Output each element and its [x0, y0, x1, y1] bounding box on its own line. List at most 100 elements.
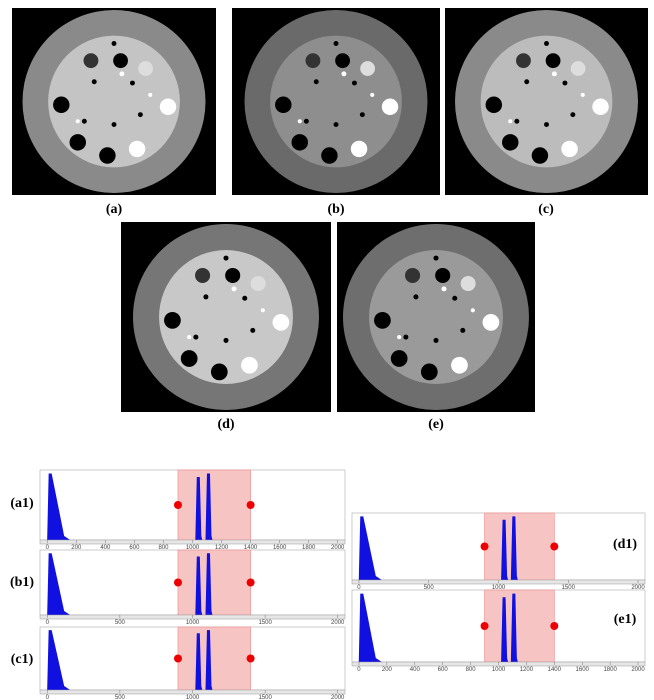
image-label: (b) — [327, 202, 344, 217]
x-tick-label: 0 — [357, 667, 361, 673]
insert — [544, 41, 549, 46]
insert — [413, 294, 418, 299]
insert — [113, 53, 128, 68]
insert — [70, 134, 86, 150]
insert — [486, 97, 502, 113]
insert — [273, 314, 290, 331]
x-tick-label: 0 — [46, 695, 50, 700]
insert — [112, 122, 117, 127]
window-handle — [481, 622, 489, 630]
insert — [461, 276, 476, 291]
insert — [351, 141, 367, 157]
window-handle — [481, 543, 489, 551]
insert — [232, 286, 237, 291]
x-tick-label: 200 — [382, 667, 393, 673]
insert — [374, 312, 391, 329]
histogram-label: (c1) — [11, 652, 34, 667]
insert — [391, 350, 408, 367]
insert — [433, 256, 438, 261]
insert — [275, 97, 291, 113]
x-tick-label: 600 — [438, 667, 449, 673]
x-tick-label: 1500 — [258, 620, 272, 626]
page: {"figure": { "images": [ {"label": "(a)"… — [0, 0, 654, 700]
insert — [138, 112, 143, 117]
histogram-label: (e1) — [614, 612, 637, 627]
insert — [193, 335, 198, 340]
window-handle — [174, 579, 182, 587]
insert — [581, 93, 585, 97]
image-label: (c) — [538, 202, 554, 217]
insert — [471, 308, 475, 312]
x-tick-label: 1000 — [186, 695, 200, 700]
insert — [129, 141, 145, 157]
insert — [251, 276, 266, 291]
insert — [304, 119, 309, 124]
insert — [514, 119, 519, 124]
window — [178, 470, 251, 540]
insert — [112, 41, 117, 46]
insert — [84, 53, 99, 68]
insert — [483, 314, 500, 331]
insert — [592, 99, 608, 115]
insert — [571, 61, 586, 76]
insert — [433, 338, 438, 343]
insert — [225, 268, 240, 283]
x-tick-label: 0 — [46, 620, 50, 626]
window-handle — [550, 543, 558, 551]
insert — [321, 147, 337, 163]
insert — [532, 147, 548, 163]
x-tick-label: 1400 — [548, 667, 562, 673]
x-tick-label: 1800 — [603, 667, 617, 673]
insert — [119, 71, 124, 76]
insert — [442, 286, 447, 291]
insert — [211, 364, 228, 381]
insert — [130, 81, 135, 86]
histogram-label: (d1) — [613, 537, 637, 552]
window-handle — [247, 655, 255, 663]
window — [485, 590, 555, 662]
insert — [352, 81, 357, 86]
insert — [405, 268, 420, 283]
insert — [552, 71, 557, 76]
window-handle — [550, 622, 558, 630]
image-label: (a) — [106, 202, 123, 217]
window — [485, 513, 555, 580]
insert — [148, 93, 152, 97]
x-tick-label: 2000 — [631, 667, 645, 673]
insert — [250, 328, 255, 333]
insert — [187, 335, 191, 339]
insert — [544, 122, 549, 127]
insert — [508, 119, 512, 123]
insert — [546, 53, 561, 68]
insert — [314, 79, 319, 84]
insert — [223, 338, 228, 343]
window-handle — [247, 579, 255, 587]
x-tick-label: 1500 — [258, 695, 272, 700]
histogram-label: (a1) — [10, 496, 34, 511]
insert — [335, 53, 350, 68]
insert — [160, 99, 176, 115]
window-handle — [247, 501, 255, 509]
insert — [306, 53, 321, 68]
x-tick-label: 400 — [410, 667, 421, 673]
window — [178, 550, 251, 615]
insert — [53, 97, 69, 113]
insert — [452, 296, 457, 301]
x-tick-label: 1600 — [576, 667, 590, 673]
insert — [561, 141, 577, 157]
insert — [460, 328, 465, 333]
insert — [76, 119, 80, 123]
insert — [334, 41, 339, 46]
insert — [195, 268, 210, 283]
insert — [341, 71, 346, 76]
insert — [181, 350, 198, 367]
x-tick-label: 2000 — [331, 620, 345, 626]
x-tick-label: 800 — [466, 667, 477, 673]
insert — [138, 61, 153, 76]
x-tick-label: 1000 — [492, 667, 506, 673]
x-tick-label: 500 — [115, 695, 126, 700]
x-tick-label: 1200 — [520, 667, 534, 673]
insert — [421, 364, 438, 381]
insert — [292, 134, 308, 150]
image-label: (e) — [428, 417, 444, 432]
